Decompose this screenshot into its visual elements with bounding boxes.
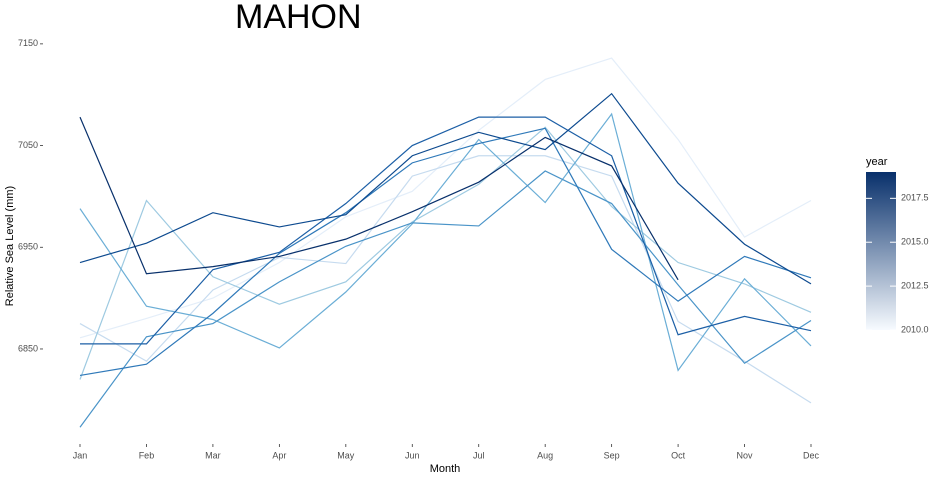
x-tick-label: Feb bbox=[139, 450, 155, 460]
x-tick-label: May bbox=[337, 450, 355, 460]
series-line bbox=[79, 126, 812, 380]
x-tick-label: Sep bbox=[604, 450, 620, 460]
colorbar-label: 2015.0 bbox=[901, 237, 929, 247]
series-line bbox=[79, 127, 812, 377]
series-line bbox=[79, 112, 812, 372]
x-tick-label: Jan bbox=[73, 450, 88, 460]
series-line bbox=[79, 92, 812, 285]
x-tick-label: Jul bbox=[473, 450, 485, 460]
chart-title: MAHON bbox=[235, 0, 362, 36]
x-tick-label: Aug bbox=[537, 450, 553, 460]
x-tick-label: Oct bbox=[671, 450, 686, 460]
y-tick-label: 7150 bbox=[18, 38, 38, 48]
colorbar bbox=[866, 172, 896, 330]
x-tick-label: Jun bbox=[405, 450, 420, 460]
series-line bbox=[80, 116, 812, 345]
x-axis-title: Month bbox=[430, 463, 461, 475]
y-tick-label: 7050 bbox=[18, 140, 38, 150]
y-tick-label: 6950 bbox=[18, 242, 38, 252]
series-line bbox=[79, 116, 679, 281]
x-tick-label: Dec bbox=[803, 450, 820, 460]
y-tick-label: 6850 bbox=[18, 343, 38, 353]
legend-title: year bbox=[866, 156, 888, 168]
colorbar-label: 2012.5 bbox=[901, 280, 929, 290]
x-tick-label: Apr bbox=[272, 450, 286, 460]
series-line bbox=[79, 155, 812, 404]
series-line bbox=[79, 170, 812, 428]
colorbar-label: 2010.0 bbox=[901, 324, 929, 334]
x-tick-label: Nov bbox=[737, 450, 754, 460]
y-axis-title: Relative Sea Level (mm) bbox=[4, 186, 16, 306]
x-tick-label: Mar bbox=[205, 450, 221, 460]
colorbar-label: 2017.5 bbox=[901, 193, 929, 203]
